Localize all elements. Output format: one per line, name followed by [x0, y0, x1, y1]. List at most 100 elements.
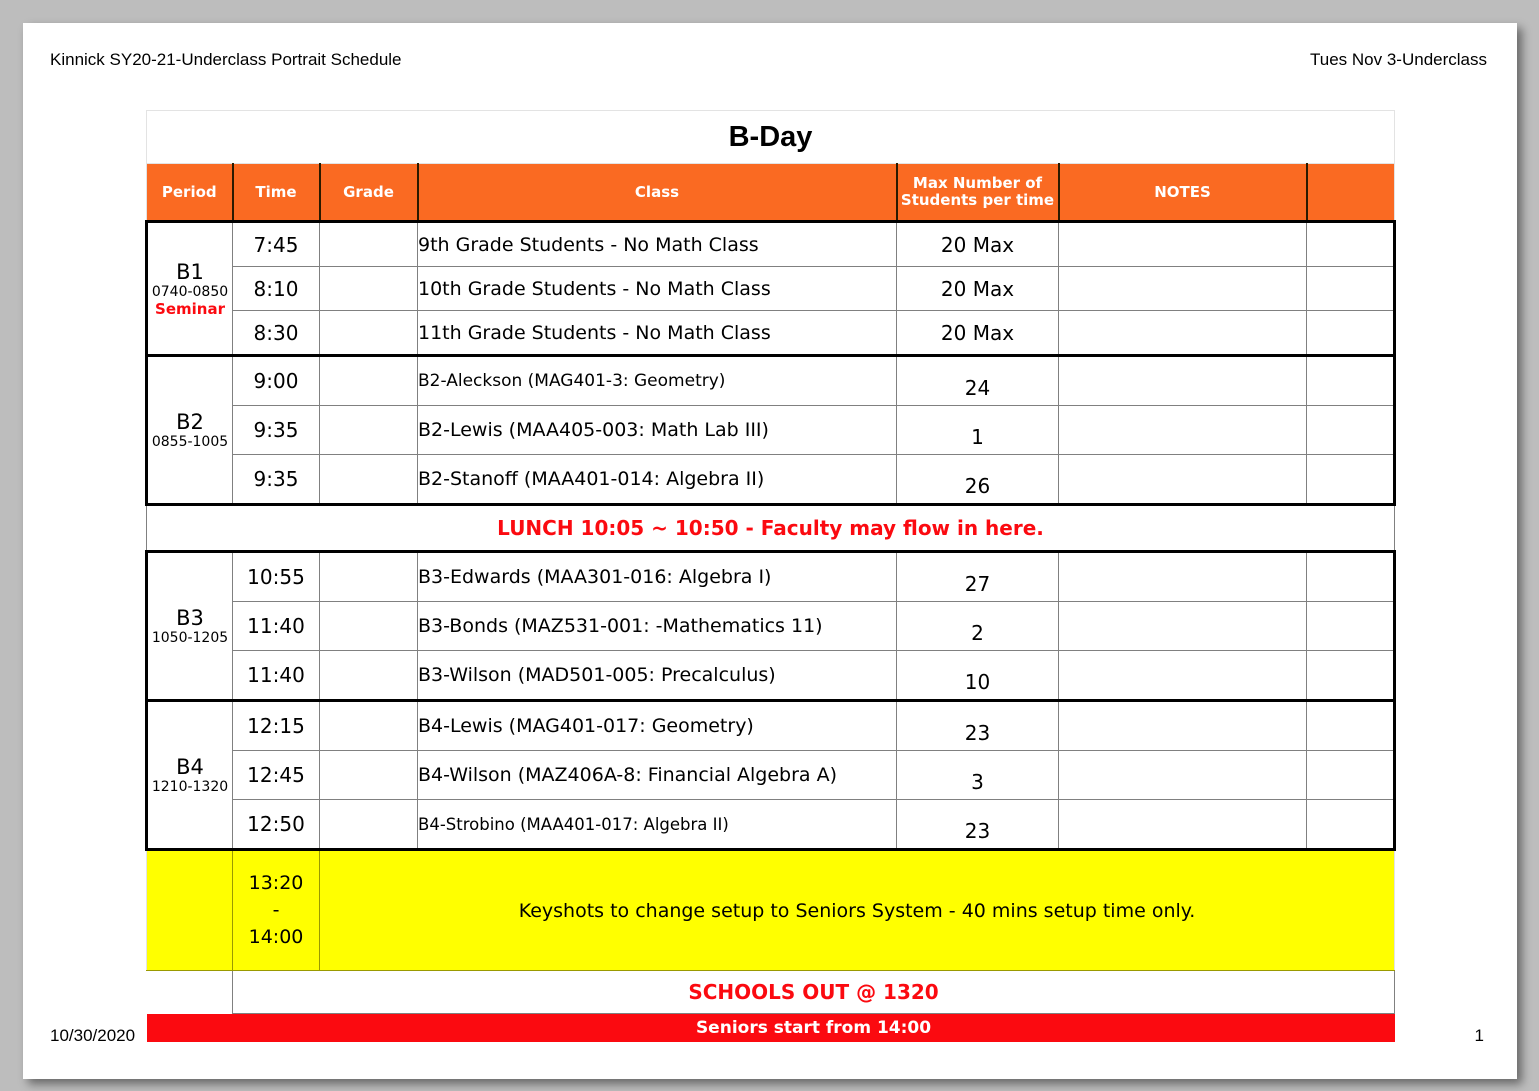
table-row: B1 0740-0850 Seminar 7:45 9th Grade Stud… — [146, 221, 1396, 356]
class-cell: 11th Grade Students - No Math Class — [417, 310, 897, 356]
table-row: 8:30 11th Grade Students - No Math Class… — [147, 310, 1396, 356]
time-cell: 11:40 — [232, 601, 320, 651]
time-cell: 12:50 — [232, 799, 320, 850]
period-code: B2 — [176, 410, 204, 434]
notes-cell — [1058, 355, 1307, 406]
time-cell: 9:35 — [232, 405, 320, 455]
period-cell-b2: B2 0855-1005 — [146, 355, 233, 505]
column-header-time: Time — [231, 163, 320, 223]
table-header-section: Period Time Grade Class Max Number of St… — [146, 163, 1396, 223]
column-header-notes: NOTES — [1057, 163, 1307, 223]
max-students-cell: 20 Max — [896, 221, 1059, 267]
grade-cell — [319, 355, 418, 406]
extra-cell — [1305, 650, 1396, 701]
setup-time-line: 14:00 — [248, 926, 304, 948]
document-title: Kinnick SY20-21-Underclass Portrait Sche… — [50, 50, 402, 69]
extra-cell — [1305, 551, 1396, 602]
footer-page-number: 1 — [1474, 1026, 1484, 1045]
class-cell: B2-Lewis (MAA405-003: Math Lab III) — [417, 405, 897, 455]
notes-cell — [1058, 700, 1307, 751]
table-row: B3 1050-1205 10:55 B3-Edwards (MAA301-01… — [146, 551, 1396, 701]
period-cell-b4: B4 1210-1320 — [146, 700, 233, 850]
table-row: 9:35 B2-Stanoff (MAA401-014: Algebra II)… — [147, 454, 1396, 505]
grade-cell — [319, 799, 418, 850]
time-cell: 11:40 — [232, 650, 320, 701]
table-title: B-Day — [145, 110, 1396, 164]
period-time-range: 1210-1320 — [151, 779, 229, 795]
max-students-cell: 27 — [896, 551, 1059, 602]
extra-cell — [1305, 750, 1396, 800]
class-cell: B3-Bonds (MAZ531-001: -Mathematics 11) — [417, 601, 897, 651]
column-header-grade: Grade — [318, 163, 418, 223]
period-cell-b3: B3 1050-1205 — [146, 551, 233, 701]
setup-section: 13:20 - 14:00 Keyshots to change setup t… — [146, 849, 1396, 971]
extra-cell — [1305, 405, 1396, 455]
time-cell: 12:15 — [232, 700, 320, 751]
period-time-range: 1050-1205 — [151, 630, 229, 646]
setup-time-cell: 13:20 - 14:00 — [232, 849, 320, 971]
schools-out-banner: SCHOOLS OUT @ 1320 — [231, 970, 1396, 1014]
extra-cell — [1305, 310, 1396, 356]
table-row: 12:50 B4-Strobino (MAA401-017: Algebra I… — [147, 799, 1396, 850]
grade-cell — [319, 650, 418, 701]
max-students-cell: 3 — [896, 750, 1059, 800]
lunch-banner: LUNCH 10:05 ~ 10:50 - Faculty may flow i… — [145, 504, 1396, 552]
footer-date: 10/30/2020 — [50, 1026, 136, 1045]
period-cell-b1: B1 0740-0850 Seminar — [146, 221, 233, 356]
notes-cell — [1058, 750, 1307, 800]
table-row: 11:40 B3-Wilson (MAD501-005: Precalculus… — [147, 650, 1396, 701]
max-students-cell: 26 — [896, 454, 1059, 505]
grade-cell — [319, 221, 418, 267]
notes-cell — [1058, 454, 1307, 505]
grade-cell — [319, 551, 418, 602]
extra-cell — [1305, 454, 1396, 505]
extra-cell — [1305, 601, 1396, 651]
class-cell: B3-Edwards (MAA301-016: Algebra I) — [417, 551, 897, 602]
schools-out-row: SCHOOLS OUT @ 1320 — [146, 970, 1396, 1014]
grade-cell — [319, 310, 418, 356]
seniors-banner: Seniors start from 14:00 — [232, 1013, 1395, 1042]
grade-cell — [319, 454, 418, 505]
grade-cell — [319, 750, 418, 800]
time-cell: 10:55 — [232, 551, 320, 602]
notes-cell — [1058, 266, 1307, 311]
column-header-class: Class — [416, 163, 897, 223]
column-header-period: Period — [146, 163, 233, 223]
seniors-section: Seniors start from 14:00 — [146, 1013, 1395, 1042]
period-block-b1: B1 0740-0850 Seminar 7:45 9th Grade Stud… — [146, 221, 1396, 356]
max-students-cell: 23 — [896, 799, 1059, 850]
max-students-cell: 23 — [896, 700, 1059, 751]
schedule-table: B-Day Period Time Grade Class Max Number… — [145, 110, 1396, 1042]
table-header-row: Period Time Grade Class Max Number of St… — [146, 163, 1396, 223]
grade-cell — [319, 405, 418, 455]
class-cell: 9th Grade Students - No Math Class — [417, 221, 897, 267]
schools-out-spacer — [146, 970, 233, 1014]
extra-cell — [1305, 221, 1396, 267]
lunch-row: LUNCH 10:05 ~ 10:50 - Faculty may flow i… — [145, 504, 1396, 552]
extra-cell — [1305, 799, 1396, 850]
notes-cell — [1058, 551, 1307, 602]
document-page: Kinnick SY20-21-Underclass Portrait Sche… — [23, 23, 1517, 1079]
notes-cell — [1058, 650, 1307, 701]
period-block-b4: B4 1210-1320 12:15 B4-Lewis (MAG401-017:… — [146, 700, 1396, 850]
class-cell: B2-Stanoff (MAA401-014: Algebra II) — [417, 454, 897, 505]
grade-cell — [319, 700, 418, 751]
notes-cell — [1058, 221, 1307, 267]
extra-cell — [1305, 700, 1396, 751]
table-row: B4 1210-1320 12:15 B4-Lewis (MAG401-017:… — [146, 700, 1396, 850]
notes-cell — [1058, 310, 1307, 356]
max-students-cell: 2 — [896, 601, 1059, 651]
time-cell: 9:00 — [232, 355, 320, 406]
setup-note: Keyshots to change setup to Seniors Syst… — [318, 849, 1396, 971]
setup-period-cell — [146, 849, 233, 971]
period-code: B4 — [176, 755, 204, 779]
max-students-cell: 20 Max — [896, 310, 1059, 356]
setup-time-line: - — [272, 899, 280, 921]
class-cell: B3-Wilson (MAD501-005: Precalculus) — [417, 650, 897, 701]
seniors-spacer — [146, 1013, 233, 1042]
period-code: B1 — [176, 259, 204, 284]
time-cell: 8:30 — [232, 310, 320, 356]
class-cell: B4-Lewis (MAG401-017: Geometry) — [417, 700, 897, 751]
notes-cell — [1058, 799, 1307, 850]
table-row: 11:40 B3-Bonds (MAZ531-001: -Mathematics… — [147, 601, 1396, 651]
